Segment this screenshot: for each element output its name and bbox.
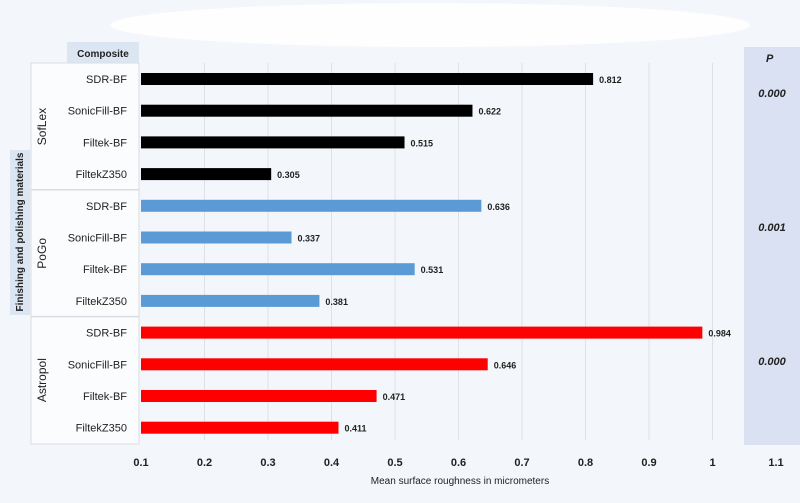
category-label: SDR-BF — [86, 328, 127, 340]
bar — [141, 326, 703, 339]
x-tick-label: 0.4 — [324, 457, 340, 469]
group-axis-label: Finishing and polishing materials — [15, 152, 26, 311]
bar-value-label: 0.531 — [421, 265, 444, 275]
bar-value-label: 0.984 — [708, 329, 731, 339]
x-tick-label: 0.3 — [260, 457, 275, 469]
bar — [141, 294, 320, 307]
bar — [141, 168, 272, 181]
bar-value-label: 0.622 — [478, 107, 501, 117]
bar-value-label: 0.812 — [599, 75, 622, 85]
bar-value-label: 0.411 — [344, 424, 366, 434]
category-label: FiltekZ350 — [76, 423, 127, 435]
bar — [141, 104, 473, 117]
group-label: SofLex — [35, 108, 49, 145]
bar-value-label: 0.636 — [487, 202, 510, 212]
bar — [141, 421, 339, 434]
bar — [141, 73, 594, 85]
bar-value-label: 0.646 — [494, 360, 517, 370]
x-tick-label: 0.6 — [451, 457, 466, 469]
p-value: 0.000 — [758, 356, 786, 368]
category-label: SDR-BF — [86, 74, 127, 86]
p-panel — [744, 47, 800, 445]
bar — [141, 136, 405, 149]
category-label: Filtek-BF — [83, 391, 127, 403]
x-tick-label: 0.9 — [641, 457, 656, 469]
bar — [141, 263, 415, 276]
category-label: SonicFill-BF — [68, 106, 128, 118]
x-tick-label: 0.8 — [578, 457, 593, 469]
bar — [141, 390, 377, 402]
composite-header: Composite — [77, 49, 129, 60]
bar-value-label: 0.471 — [383, 392, 406, 402]
bar-value-label: 0.305 — [277, 170, 300, 180]
x-tick-label: 0.7 — [514, 457, 529, 469]
x-tick-label: 0.1 — [133, 457, 148, 469]
category-label: SonicFill-BF — [68, 233, 128, 245]
category-label: FiltekZ350 — [76, 169, 127, 181]
group-axis-label-box — [10, 150, 30, 315]
x-tick-label: 0.2 — [197, 457, 212, 469]
category-label: FiltekZ350 — [76, 296, 127, 308]
composite-header-box — [67, 42, 139, 63]
group-label: PoGo — [35, 238, 49, 269]
category-label: Filtek-BF — [83, 264, 127, 276]
label-panel — [30, 62, 140, 445]
x-axis-label: Mean surface roughness in micrometers — [371, 476, 549, 487]
category-label: SonicFill-BF — [68, 359, 128, 371]
group-label: Astropol — [35, 358, 49, 402]
x-tick-label: 1.1 — [768, 457, 783, 469]
x-tick-label: 1 — [709, 457, 715, 469]
p-header: P — [766, 53, 774, 65]
category-label: Filtek-BF — [83, 137, 127, 149]
x-tick-label: 0.5 — [387, 457, 402, 469]
p-value: 0.001 — [758, 222, 786, 234]
bar — [141, 231, 292, 244]
bar-value-label: 0.381 — [325, 297, 348, 307]
bar — [141, 358, 488, 371]
bar-value-label: 0.337 — [297, 234, 320, 244]
bar — [141, 199, 482, 212]
bar-value-label: 0.515 — [411, 138, 434, 148]
category-label: SDR-BF — [86, 201, 127, 213]
p-value: 0.000 — [758, 88, 786, 100]
blurred-title-area — [110, 3, 750, 47]
